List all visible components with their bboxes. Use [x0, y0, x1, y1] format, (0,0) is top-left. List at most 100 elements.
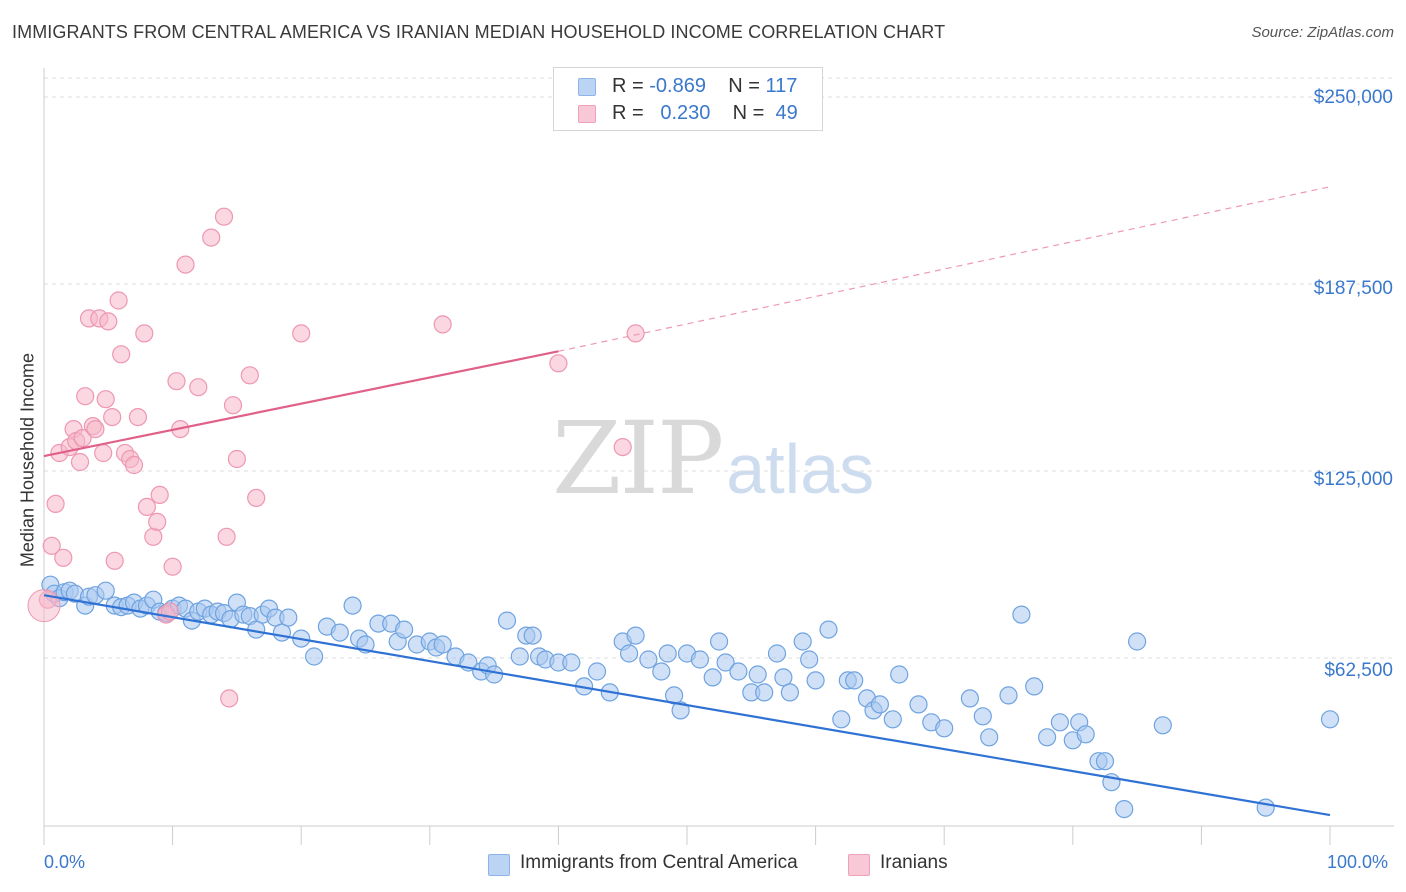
data-point — [105, 551, 124, 570]
source-credit: Source: ZipAtlas.com — [1251, 24, 1394, 41]
data-point — [510, 647, 529, 666]
data-point — [86, 420, 105, 439]
legend-n-value: 117 — [765, 75, 798, 97]
data-point — [227, 449, 246, 469]
legend-swatch-blue — [578, 78, 596, 96]
data-point — [223, 396, 243, 415]
data-point — [137, 497, 156, 516]
bottom-legend-label: Immigrants from Central America — [520, 852, 798, 873]
y-tick-label: $187,500 — [1313, 278, 1393, 299]
chart-title: IMMIGRANTS FROM CENTRAL AMERICA VS IRANI… — [12, 22, 946, 42]
bottom-legend-label: Iranians — [880, 852, 948, 873]
data-point — [109, 291, 128, 310]
data-point — [330, 623, 349, 642]
trend-line-iranians-extension — [558, 186, 1331, 352]
data-point — [176, 255, 195, 274]
data-point — [671, 701, 690, 720]
data-point — [135, 324, 154, 343]
watermark-atlas: atlas — [726, 430, 875, 508]
data-point — [1320, 710, 1340, 729]
data-point — [658, 644, 677, 663]
data-point — [497, 611, 517, 630]
data-point — [716, 653, 735, 672]
data-point — [845, 671, 864, 690]
data-point — [103, 408, 122, 427]
data-point — [1153, 716, 1172, 735]
data-point — [1115, 799, 1134, 819]
legend-n-label: N = — [732, 102, 765, 124]
data-point — [626, 324, 645, 343]
x-min-label: 0.0% — [44, 852, 86, 872]
data-point — [1012, 605, 1031, 624]
data-point — [433, 635, 452, 654]
data-point — [703, 668, 722, 687]
data-point — [883, 710, 902, 729]
data-point — [1095, 752, 1115, 771]
data-point — [343, 596, 362, 615]
legend-r-value: -0.869 — [649, 75, 706, 97]
data-point — [240, 366, 259, 385]
data-point — [485, 665, 504, 684]
data-point — [800, 650, 819, 669]
axes — [43, 68, 1394, 845]
trend-line-iranians — [43, 350, 559, 458]
data-point — [562, 653, 581, 672]
y-tick-label: $125,000 — [1313, 469, 1393, 490]
data-point — [870, 695, 890, 714]
data-point — [1025, 677, 1044, 696]
y-axis-title: Median Household Income — [17, 352, 38, 568]
legend-n-value: 49 — [775, 102, 798, 124]
data-point — [247, 488, 266, 507]
data-point — [619, 644, 639, 663]
bottom-legend-swatch-blue — [488, 854, 510, 876]
data-point — [709, 632, 729, 651]
data-point — [549, 354, 568, 373]
legend-swatch-pink — [578, 105, 596, 123]
data-point — [76, 387, 95, 406]
data-point — [128, 408, 147, 427]
data-point — [819, 620, 838, 639]
data-point — [587, 662, 607, 681]
data-point — [935, 719, 954, 738]
data-point — [202, 228, 221, 247]
data-point — [980, 728, 999, 747]
bottom-legend-swatch-pink — [848, 854, 870, 876]
data-point — [832, 710, 851, 729]
correlation-legend: R = -0.869 N = 117 R = 0.230 N = 49 — [553, 67, 823, 131]
data-point — [780, 683, 800, 702]
trend-lines — [43, 186, 1331, 817]
data-point — [774, 668, 793, 687]
data-point — [890, 665, 909, 684]
legend-n-label: N = — [728, 75, 760, 97]
data-point — [27, 589, 61, 623]
data-point — [1127, 632, 1147, 651]
data-point — [124, 455, 144, 475]
data-point — [99, 312, 118, 331]
x-max-label: 100.0% — [1327, 852, 1389, 872]
data-point — [1256, 798, 1275, 817]
data-point — [46, 494, 65, 513]
watermark: ZIPatlas — [552, 400, 874, 517]
data-point — [613, 438, 632, 457]
data-point — [909, 695, 928, 714]
data-point — [1037, 728, 1057, 747]
watermark-zip: ZIP — [552, 400, 724, 517]
data-point — [748, 665, 767, 684]
data-point — [639, 650, 658, 669]
data-point — [292, 324, 311, 343]
data-point — [729, 662, 748, 681]
data-point — [999, 686, 1018, 705]
data-point — [144, 527, 163, 546]
data-point — [960, 689, 980, 708]
data-point — [433, 315, 452, 334]
y-tick-label: $62,500 — [1324, 660, 1393, 681]
data-point — [305, 647, 324, 666]
data-point — [793, 632, 812, 651]
data-point — [73, 429, 92, 448]
data-point — [189, 378, 208, 397]
data-point — [755, 683, 774, 702]
data-point — [626, 626, 645, 645]
data-point — [279, 608, 298, 627]
series-central-america-points — [41, 575, 1340, 819]
